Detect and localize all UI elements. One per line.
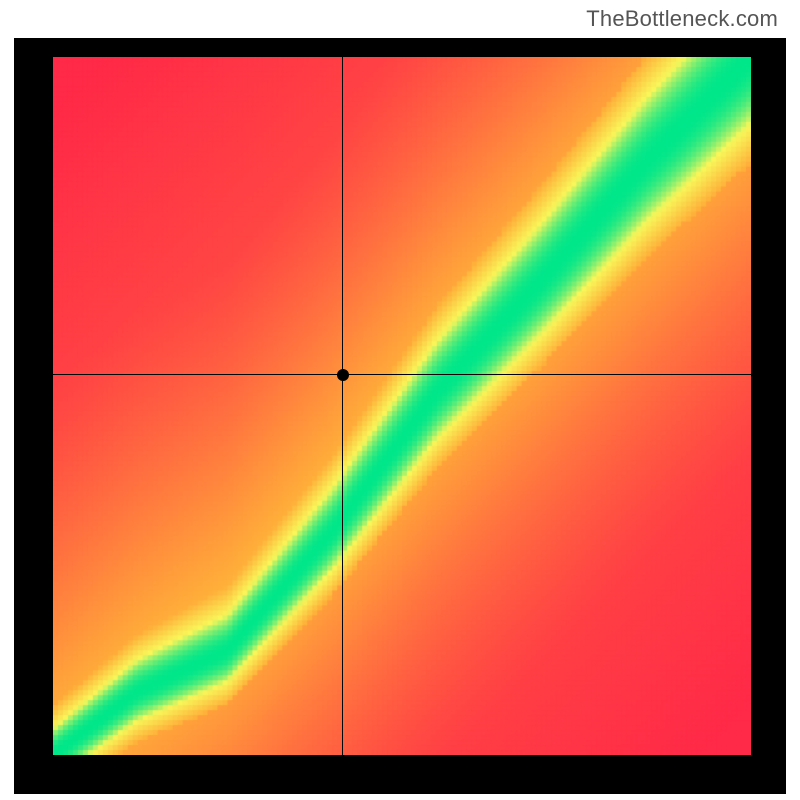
bottleneck-heatmap	[53, 57, 751, 755]
crosshair-marker	[337, 369, 349, 381]
crosshair-vertical	[342, 57, 343, 755]
crosshair-horizontal	[53, 374, 751, 375]
attribution-text: TheBottleneck.com	[586, 6, 778, 32]
